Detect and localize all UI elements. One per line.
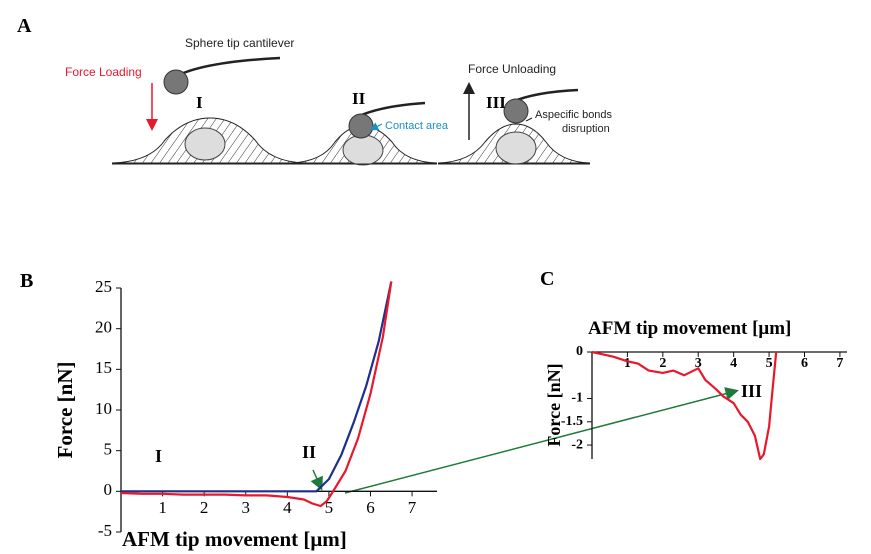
x-tick-label: 4 xyxy=(730,356,737,371)
data-line xyxy=(120,281,393,508)
cantilever xyxy=(172,56,281,80)
x-tick-label: 6 xyxy=(366,498,375,517)
y-tick-label: -2 xyxy=(571,437,583,452)
x-tick-label: 2 xyxy=(200,498,209,517)
stage-label: I xyxy=(196,93,203,112)
cantilever-label: Sphere tip cantilever xyxy=(185,36,294,50)
y-tick-label: -1 xyxy=(571,391,583,406)
y-tick-label: 0 xyxy=(104,480,113,499)
x-tick-label: 7 xyxy=(408,498,417,517)
x-tick-label: 2 xyxy=(659,356,666,371)
bonds-label: Aspecific bonds xyxy=(535,109,613,121)
x-tick-label: 1 xyxy=(158,498,167,517)
panel-label: B xyxy=(20,270,33,292)
contact-area-label: Contact area xyxy=(385,120,449,132)
sphere-tip xyxy=(163,69,189,95)
panel-a: A Sphere tip cantilever Force xyxy=(17,15,613,166)
x-axis-label: AFM tip movement [μm] xyxy=(588,318,791,339)
cell-1 xyxy=(111,117,306,165)
x-tick-label: 3 xyxy=(695,356,702,371)
data-line xyxy=(591,350,778,461)
x-tick-label: 5 xyxy=(325,498,334,517)
panel-label: C xyxy=(540,268,554,290)
x-tick-label: 6 xyxy=(801,356,808,371)
panel-label: A xyxy=(17,15,32,37)
y-tick-label: 25 xyxy=(95,277,112,296)
y-tick-label: 15 xyxy=(95,358,112,377)
y-axis-label: Force [nN] xyxy=(53,362,77,459)
y-tick-label: -5 xyxy=(98,521,112,540)
pointer-arrow xyxy=(310,469,323,491)
x-tick-label: 7 xyxy=(836,356,843,371)
x-tick-label: 1 xyxy=(624,356,631,371)
data-line xyxy=(121,281,393,493)
y-tick-label: 0 xyxy=(576,344,583,359)
x-tick-label: 5 xyxy=(766,356,773,371)
y-tick-label: -1.5 xyxy=(561,414,583,429)
zoom-arrow xyxy=(344,387,739,494)
sphere-tip xyxy=(503,98,529,124)
force-loading-label: Force Loading xyxy=(65,65,142,79)
y-tick-label: 10 xyxy=(95,399,112,418)
contact-arrow xyxy=(369,122,383,131)
annotation: II xyxy=(302,442,316,462)
force-unloading-label: Force Unloading xyxy=(468,62,556,76)
bonds-label: disruption xyxy=(562,123,610,135)
x-axis-label: AFM tip movement [μm] xyxy=(122,527,347,551)
cell-2 xyxy=(289,125,438,166)
stage-label: III xyxy=(486,93,506,112)
x-tick-label: 4 xyxy=(283,498,292,517)
cell-3 xyxy=(437,123,591,165)
cantilever xyxy=(356,101,426,119)
y-axis-label: Force [nN] xyxy=(544,363,564,446)
y-tick-label: 20 xyxy=(95,318,112,337)
bonds-pointer xyxy=(525,117,533,122)
annotation: III xyxy=(741,381,762,401)
x-tick-label: 3 xyxy=(241,498,250,517)
stage-label: II xyxy=(352,89,366,108)
y-tick-label: 5 xyxy=(104,440,113,459)
sphere-tip xyxy=(348,113,374,139)
annotation: I xyxy=(155,446,162,466)
